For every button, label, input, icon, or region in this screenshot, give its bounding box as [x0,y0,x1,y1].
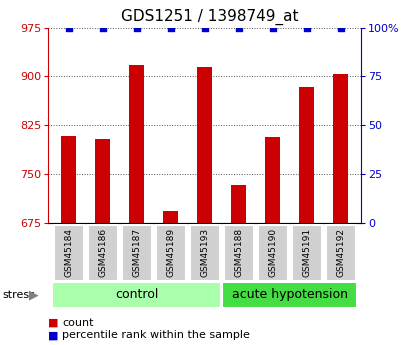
FancyBboxPatch shape [223,282,357,308]
Bar [61,136,76,223]
Text: GSM45191: GSM45191 [302,228,311,277]
Text: GSM45186: GSM45186 [98,228,107,277]
Text: stress: stress [2,290,35,300]
Bar [95,139,110,223]
Point [202,25,208,30]
Text: GSM45187: GSM45187 [132,228,141,277]
Point [269,25,276,30]
FancyBboxPatch shape [88,225,118,280]
Text: ▶: ▶ [29,288,38,302]
Text: GSM45190: GSM45190 [268,228,277,277]
FancyBboxPatch shape [122,225,152,280]
Text: GSM45192: GSM45192 [336,228,345,277]
FancyBboxPatch shape [292,225,322,280]
Text: control: control [115,288,158,302]
Bar [333,75,349,223]
Text: acute hypotension: acute hypotension [232,288,348,302]
Bar [163,211,178,223]
Point [134,25,140,30]
FancyBboxPatch shape [54,225,84,280]
Bar [299,87,315,223]
FancyBboxPatch shape [52,282,221,308]
FancyBboxPatch shape [190,225,220,280]
FancyBboxPatch shape [224,225,254,280]
Bar [197,67,213,223]
Point [66,25,72,30]
Text: count: count [62,318,94,327]
Text: GSM45193: GSM45193 [200,228,209,277]
Point [100,25,106,30]
Text: GSM45184: GSM45184 [64,228,73,277]
Bar [129,65,144,223]
FancyBboxPatch shape [156,225,186,280]
Bar [231,185,247,223]
Bar [265,137,281,223]
FancyBboxPatch shape [258,225,288,280]
Text: GSM45188: GSM45188 [234,228,243,277]
Text: ■: ■ [48,318,59,327]
Text: GDS1251 / 1398749_at: GDS1251 / 1398749_at [121,9,299,25]
Text: percentile rank within the sample: percentile rank within the sample [62,331,250,340]
FancyBboxPatch shape [326,225,356,280]
Text: ■: ■ [48,331,59,340]
Point [303,25,310,30]
Point [235,25,242,30]
Point [337,25,344,30]
Text: GSM45189: GSM45189 [166,228,175,277]
Point [168,25,174,30]
